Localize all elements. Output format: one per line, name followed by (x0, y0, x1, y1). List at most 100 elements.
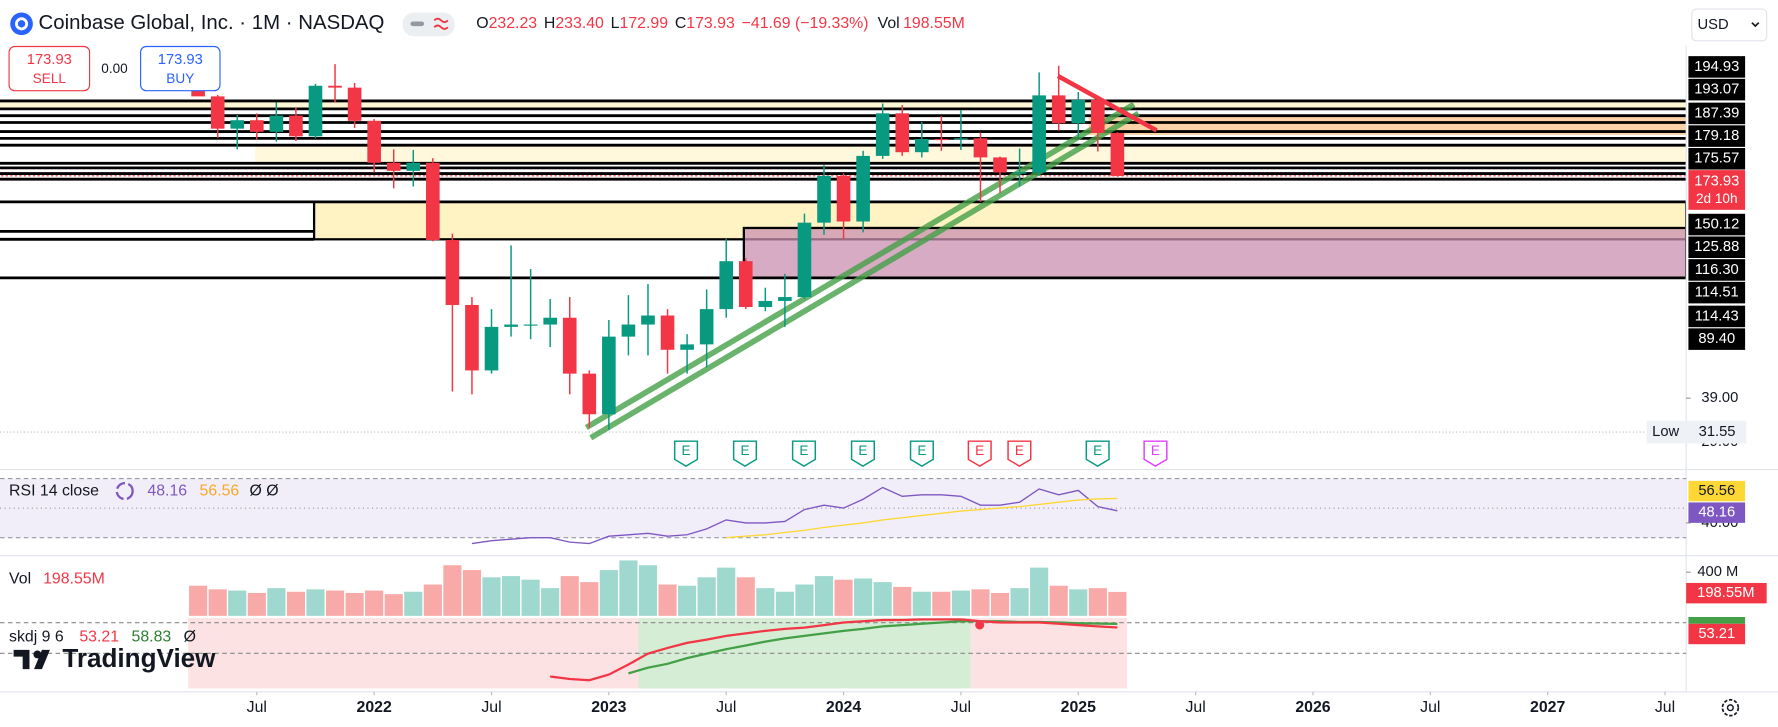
earnings-badge[interactable] (732, 440, 758, 468)
candle-body (386, 162, 401, 171)
candle-body (621, 324, 636, 337)
price-label-bg (1688, 78, 1746, 101)
label: Vol (878, 15, 900, 32)
volume-bar (599, 570, 618, 616)
candle-body (973, 138, 988, 158)
candle-body (914, 138, 929, 153)
candle-body (875, 113, 890, 156)
candle-body (954, 138, 968, 140)
volume-bar (619, 560, 638, 616)
low-label: Low (1652, 424, 1679, 440)
candle-body (406, 162, 421, 171)
axis-labels: 39.0029.00Jul2022Jul2023Jul2024Jul2025Ju… (247, 56, 1767, 716)
earnings-badge[interactable] (909, 440, 934, 468)
volume-bar (1108, 591, 1127, 616)
price-label: 179.18 (1694, 128, 1739, 144)
currency-select[interactable] (1691, 8, 1768, 42)
candle-body (797, 222, 812, 298)
buy-button[interactable] (140, 45, 221, 92)
candle-body (582, 373, 597, 415)
volume-bar (717, 567, 736, 616)
x-tick-label: Jul (481, 699, 501, 716)
price-label: 187.39 (1694, 105, 1739, 121)
signal-dot (975, 620, 985, 630)
skdj-extra: Ø (184, 629, 196, 646)
dropdown-icon (1751, 22, 1760, 28)
zone (0, 100, 1687, 109)
earnings-label: E (1015, 443, 1024, 458)
candle-body (660, 315, 675, 350)
earnings-badge[interactable] (850, 440, 875, 468)
price-label: 175.57 (1694, 151, 1739, 167)
volume-bar (678, 585, 697, 616)
settings-icon[interactable] (115, 482, 134, 501)
low-value: 31.55 (1699, 424, 1736, 440)
skdj-k-tag (1688, 623, 1746, 645)
price-label-bg (1688, 305, 1746, 328)
trend-line (1056, 74, 1158, 133)
countdown: 2d 10h (1696, 191, 1738, 206)
candle-body (210, 96, 225, 129)
price-label: 193.07 (1694, 81, 1739, 97)
price-label: 116.30 (1695, 262, 1739, 278)
earnings-badge[interactable] (967, 440, 992, 468)
candle-body (641, 315, 655, 325)
candle-body (934, 138, 949, 141)
rsi-tag (1688, 502, 1746, 523)
skdj-title: skdj 9 6 (9, 629, 64, 646)
volume-bar (580, 582, 599, 616)
volume-bar (971, 589, 990, 616)
value: 173.93 (686, 15, 735, 32)
x-tick-label: 2023 (591, 699, 626, 716)
candles (191, 49, 1125, 430)
x-tick-label: Jul (1655, 699, 1675, 716)
sell-price: 173.93 (27, 52, 72, 68)
volume-bar (951, 590, 970, 616)
candle-body (328, 85, 342, 88)
volume-bar (443, 565, 462, 616)
volume-bar (932, 591, 951, 616)
label: C (675, 15, 686, 32)
volume-bar (423, 584, 442, 616)
price-label-bg (1688, 236, 1746, 259)
value: 233.40 (555, 15, 604, 32)
volume-bar (462, 570, 482, 616)
y-tick-label: 400 M (1697, 564, 1738, 580)
earnings-badge[interactable] (791, 440, 817, 468)
volume-bar (893, 586, 912, 616)
y-tick-label: 39.00 (1701, 390, 1738, 406)
price-label: 150.12 (1694, 216, 1739, 232)
candle-body (484, 326, 499, 371)
earnings-badge[interactable] (1085, 440, 1110, 468)
candle-body (699, 309, 714, 345)
tradingview-logo: TradingView (62, 643, 216, 673)
earnings-badge[interactable] (1007, 440, 1032, 468)
volume-bar (756, 588, 775, 616)
x-tick-label: Jul (247, 699, 267, 716)
settings-button[interactable] (1721, 698, 1740, 717)
volume-bar (482, 577, 501, 616)
vol-title: Vol (9, 571, 31, 588)
candle-body (680, 344, 694, 350)
earnings-badge[interactable] (673, 440, 699, 468)
volume-bar (501, 576, 521, 616)
rsi-value: 48.16 (147, 482, 187, 499)
sell-button[interactable] (8, 45, 91, 92)
value: 198.55M (903, 15, 965, 32)
price-label: 89.40 (1698, 331, 1735, 347)
candle-body (426, 162, 440, 241)
status-pill[interactable] (402, 12, 455, 37)
symbol-title[interactable]: Coinbase Global, Inc. · 1M · NASDAQ (39, 12, 385, 34)
x-tick-label: Jul (716, 699, 736, 716)
candle-body (817, 175, 831, 223)
rsi-extra: Ø Ø (249, 482, 278, 499)
volume-bar (736, 577, 755, 616)
settings-icon (1726, 704, 1734, 712)
earnings-badge[interactable] (1143, 440, 1168, 468)
volume-bar (912, 591, 931, 616)
candle-body (347, 87, 362, 121)
volume-bar (1069, 589, 1088, 616)
earnings-label: E (858, 443, 867, 458)
x-tick-label: 2024 (826, 699, 861, 716)
